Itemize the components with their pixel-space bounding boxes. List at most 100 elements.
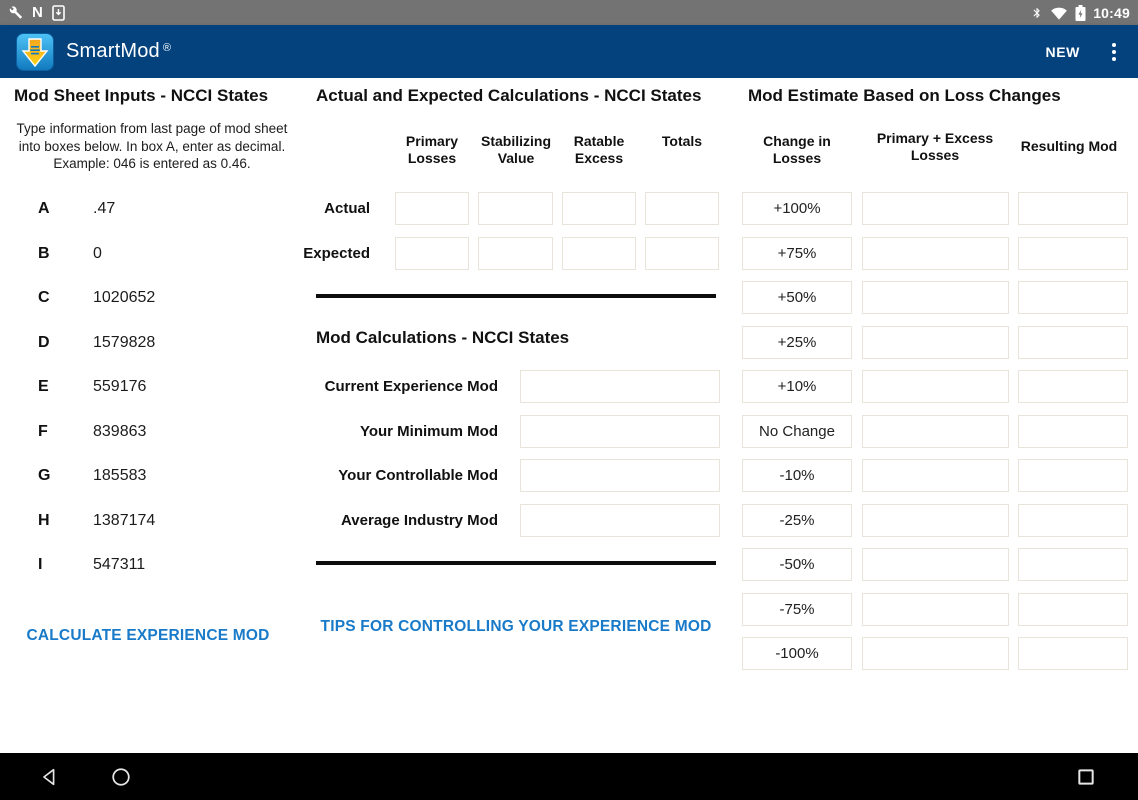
n-icon: N [32, 4, 43, 21]
input-value-a[interactable]: .47 [93, 200, 116, 218]
change-cell-plus100: +100% [742, 192, 852, 225]
tips-link[interactable]: TIPS FOR CONTROLLING YOUR EXPERIENCE MOD [320, 618, 712, 635]
input-label: H [38, 511, 50, 529]
current-experience-mod-field[interactable] [520, 370, 720, 403]
input-row-f: F 839863 [0, 410, 300, 455]
your-minimum-mod-field[interactable] [520, 414, 720, 448]
smartmod-logo-icon [16, 32, 54, 71]
label-your-minimum-mod: Your Minimum Mod [359, 422, 498, 440]
input-label: F [38, 422, 48, 440]
primary-excess-field-plus10[interactable] [862, 370, 1009, 403]
actual-totals-field[interactable] [645, 192, 719, 225]
primary-excess-field-minus75[interactable] [862, 592, 1009, 626]
actual-primary-losses-field[interactable] [395, 192, 469, 225]
actual-ratable-excess-field[interactable] [562, 192, 636, 225]
input-label: E [38, 378, 49, 396]
resulting-mod-field-minus100[interactable] [1018, 637, 1128, 670]
wifi-icon [1050, 5, 1068, 20]
input-value-c[interactable]: 1020652 [93, 289, 156, 307]
back-icon[interactable] [38, 766, 60, 788]
home-icon[interactable] [110, 766, 132, 788]
expected-ratable-excess-field[interactable] [562, 236, 636, 270]
col-header-resulting-mod: Resulting Mod [1020, 138, 1118, 154]
primary-excess-field-minus25[interactable] [862, 503, 1009, 537]
app-bar: SmartMod ® NEW [0, 25, 1138, 78]
input-label: G [38, 467, 51, 485]
bluetooth-icon [1031, 5, 1043, 21]
resulting-mod-field-plus50[interactable] [1018, 281, 1128, 314]
divider [316, 294, 716, 298]
col-header-ratable-excess: Ratable Excess [573, 133, 625, 166]
change-cell-plus75: +75% [742, 236, 852, 270]
primary-excess-field-nochange[interactable] [862, 414, 1009, 448]
app-title: SmartMod ® [66, 40, 171, 62]
input-row-a: A .47 [0, 187, 300, 232]
calculate-experience-mod-button[interactable]: CALCULATE EXPERIENCE MOD [26, 627, 270, 644]
right-panel-title: Mod Estimate Based on Loss Changes [748, 86, 1061, 105]
input-value-i[interactable]: 547311 [93, 556, 146, 574]
change-cell-plus50: +50% [742, 281, 852, 314]
change-cell-nochange: No Change [742, 414, 852, 448]
download-icon [52, 4, 65, 21]
change-cell-minus50: -50% [742, 548, 852, 581]
wrench-icon [8, 5, 23, 20]
primary-excess-field-minus100[interactable] [862, 637, 1009, 670]
resulting-mod-field-plus10[interactable] [1018, 370, 1128, 403]
input-value-g[interactable]: 185583 [93, 467, 147, 485]
col-header-stabilizing-value: Stabilizing Value [481, 133, 551, 166]
input-value-h[interactable]: 1387174 [93, 511, 156, 529]
status-time: 10:49 [1093, 4, 1130, 21]
primary-excess-field-plus75[interactable] [862, 236, 1009, 270]
left-panel-instructions: Type information from last page of mod s… [16, 121, 288, 171]
overflow-menu-icon[interactable] [1106, 39, 1122, 65]
input-value-f[interactable]: 839863 [93, 422, 147, 440]
resulting-mod-field-plus25[interactable] [1018, 325, 1128, 359]
col-header-primary-losses: Primary Losses [405, 133, 459, 166]
actual-stabilizing-value-field[interactable] [478, 192, 553, 225]
input-label: I [38, 556, 43, 574]
input-label: B [38, 244, 50, 262]
average-industry-mod-field[interactable] [520, 503, 720, 537]
resulting-mod-field-plus75[interactable] [1018, 236, 1128, 270]
label-current-experience-mod: Current Experience Mod [324, 378, 498, 395]
input-row-c: C 1020652 [0, 276, 300, 321]
battery-charging-icon [1075, 4, 1086, 21]
middle-panel-title: Actual and Expected Calculations - NCCI … [316, 86, 702, 105]
new-button[interactable]: NEW [1045, 43, 1080, 60]
your-controllable-mod-field[interactable] [520, 459, 720, 492]
resulting-mod-field-nochange[interactable] [1018, 414, 1128, 448]
row-label-actual: Actual [324, 200, 370, 217]
input-label: A [38, 200, 50, 218]
resulting-mod-field-minus10[interactable] [1018, 459, 1128, 492]
expected-primary-losses-field[interactable] [395, 236, 469, 270]
status-bar: N 10:49 [0, 0, 1138, 25]
resulting-mod-field-plus100[interactable] [1018, 192, 1128, 225]
expected-totals-field[interactable] [645, 236, 719, 270]
input-value-d[interactable]: 1579828 [93, 333, 156, 351]
resulting-mod-field-minus50[interactable] [1018, 548, 1128, 581]
primary-excess-field-minus50[interactable] [862, 548, 1009, 581]
registered-mark: ® [162, 41, 171, 54]
primary-excess-field-plus100[interactable] [862, 192, 1009, 225]
primary-excess-field-plus25[interactable] [862, 325, 1009, 359]
label-your-controllable-mod: Your Controllable Mod [338, 467, 498, 484]
input-value-b[interactable]: 0 [93, 244, 102, 262]
change-cell-minus100: -100% [742, 637, 852, 670]
expected-stabilizing-value-field[interactable] [478, 236, 553, 270]
mod-calculations-title: Mod Calculations - NCCI States [316, 328, 570, 347]
change-cell-minus25: -25% [742, 503, 852, 537]
input-label: C [38, 289, 50, 307]
col-header-primary-plus-excess-losses: Primary + Excess Losses [876, 130, 994, 163]
input-row-e: E 559176 [0, 365, 300, 410]
change-cell-plus10: +10% [742, 370, 852, 403]
primary-excess-field-plus50[interactable] [862, 281, 1009, 314]
primary-excess-field-minus10[interactable] [862, 459, 1009, 492]
recents-icon[interactable] [1076, 767, 1096, 787]
resulting-mod-field-minus75[interactable] [1018, 592, 1128, 626]
label-average-industry-mod: Average Industry Mod [341, 511, 498, 529]
input-value-e[interactable]: 559176 [93, 378, 147, 396]
resulting-mod-field-minus25[interactable] [1018, 503, 1128, 537]
change-cell-minus10: -10% [742, 459, 852, 492]
